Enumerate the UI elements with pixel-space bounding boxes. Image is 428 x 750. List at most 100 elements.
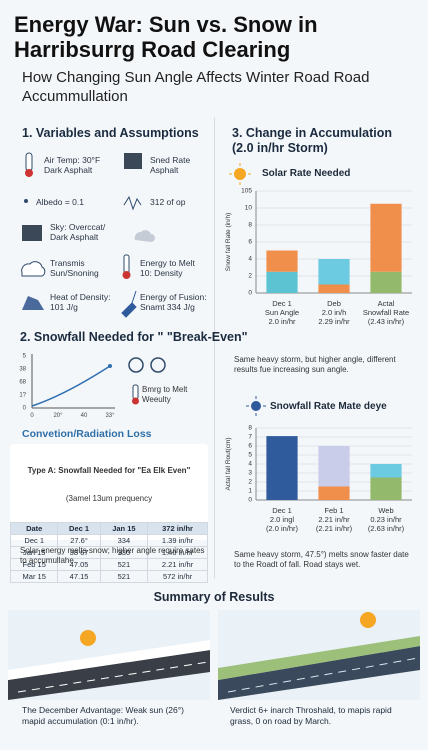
variable: Albedo = 0.1 [36,197,84,207]
y-tick-label: 68 [19,380,26,386]
x-tick-label: Web 0.23 in/hr (2.63 in/hr) [367,506,405,533]
y-tick-label: 2 [248,273,252,280]
bar-segment [370,203,402,272]
chart-svg: Actal fall Rout(cm) 0 1 2 3 4 5 6 7 8 [225,425,412,504]
section-title: 3. Change in Accumulation (2.0 in/hr Sto… [232,126,392,155]
bar-segment [266,250,298,272]
y-tick-label: 6 [248,443,252,450]
bar-segment [370,271,402,293]
table-subtitle: (3amel 13um prequency [65,494,153,503]
cell: 334 [99,534,149,547]
note: Solar energy melts snow; higher angle re… [20,546,205,565]
mini-chart: 5 38 68 1? 00 20° 40 33° [19,354,115,419]
bar-segment [318,284,350,293]
bar-segment [370,477,402,500]
note: Same heavy storm, 47.5°) melts snow fast… [234,550,409,569]
variable: Energy to Melt 10: Density [140,258,195,278]
bar-segment [318,486,350,500]
chart-title: Snowfall Rate Mate deye [270,401,387,412]
y-tick-label: 1? [19,393,26,399]
y-tick-label: 6 [248,239,252,246]
y-tick-label: 4 [248,256,252,263]
y-tick-label: 105 [241,188,252,195]
table-header: Date Dec 1 Jan 15 372 in/hr [9,522,208,535]
bar-segment [266,436,298,500]
chart: Snow fall Rate (in/h) 0 2 4 6 8 10 105 Dec 1 Sun… [222,185,418,343]
summary-title: Summary of Results [153,590,275,604]
table-card: Type A: Snowfall Needed for "Ea Elk Even… [9,444,208,583]
x-tick-label: Feb 1 2.21 in/hr (2.21 in/hr) [315,506,353,533]
subtitle: How Changing Sun Angle Affects Winter Ro… [22,69,370,105]
cell: Mar 15 [9,570,59,583]
header-cell: 372 in/hr [147,522,208,535]
x-tick-label: 0 [30,413,34,419]
y-axis-label: Snow fall Rate (in/h) [225,213,232,272]
cell: 1.39 in/hr [147,534,208,547]
table-row: Mar 15 47.15 521 572 in/hr [9,570,208,583]
section-title: 1. Variables and Assumptions [22,126,199,140]
y-tick-label: 0 [248,497,252,504]
x-tick-label: 20° [53,413,63,419]
sun-icon [246,396,266,416]
icon-label: Bmrg to Melt Weeulty [142,385,188,404]
y-tick-label: 8 [248,425,252,432]
divider [214,118,215,578]
y-tick-label: 4 [248,461,252,468]
y-axis-label: Actal fall Rout(cm) [225,437,232,490]
section-title: 2. Snowfall Needed for " "Break-Even" [20,330,248,344]
chart-title: Solar Rate Needed [262,168,351,179]
table-title: Type A: Snowfall Needed for "Ea Elk Even… [27,466,191,475]
y-tick-label: 0 [248,290,252,297]
variable: 312 of op [150,197,186,207]
header-cell: Date [9,522,59,535]
y-tick-label: 8 [248,222,252,229]
cell: 47.15 [57,570,101,583]
variable: Energy of Fusion: Snamt 334 J/g [140,292,207,312]
variable: Sned Rate Asphalt [150,155,191,175]
x-tick-label: Dec 1 2.0 ingl (2.0 in/hr) [265,506,299,533]
bar-segment [318,259,350,285]
cell: 27.6° [57,534,101,547]
x-tick-label: 40 [81,413,88,419]
header-cell: Jan 15 [99,522,149,535]
y-tick-label: 5 [248,452,252,459]
table: Date Dec 1 Jan 15 372 in/hr Dec 1 27.6° 334 1.3… [9,522,208,583]
variable: Sky: Overccat/ Dark Asphalt [50,222,106,242]
loss-title: Convetion/Radiation Loss [22,428,152,440]
y-tick-label: 2 [248,479,252,486]
y-tick-label: 10 [245,205,253,212]
y-tick-label: 5 [23,354,27,360]
cell: 521 [99,570,149,583]
y-tick-label: 1 [248,488,252,495]
table-row: Jan 15 38 67 330 1.40 in/hr [9,546,208,559]
cell: Dec 1 [9,534,59,547]
bar-segment [318,446,350,487]
summary-illustrations [8,610,420,700]
y-tick-label: 0 [23,406,27,412]
y-tick-label: 38 [19,367,26,373]
y-tick-label: 7 [248,434,252,441]
title: Energy War: Sun vs. Snow in Harribsurrg … [14,12,318,62]
variable: Heat of Density: 101 J/g [50,292,111,312]
cell: 572 in/hr [147,570,208,583]
note: Same heavy storm, but higher angle, diff… [234,355,396,374]
summary-left: The December Advantage: Weak sun (26°) m… [22,705,184,726]
x-tick-label: 33° [105,413,115,419]
variable: Air Temp: 30°F Dark Asphalt [44,155,101,175]
chart: Actal fall Rout(cm) 0 1 2 3 4 5 6 7 8 Dec 1 2.0 in… [222,422,418,544]
chart-svg: Snow fall Rate (in/h) 0 2 4 6 8 10 105 [225,188,412,297]
x-tick-label: Deb 2.0 in/h 2.29 in/hr [318,299,350,326]
variable-icons [21,152,155,318]
y-tick-label: 3 [248,470,252,477]
sun-icon [229,163,251,185]
x-tick-label: Actal Snowfall Rate (2.43 in/hr) [362,299,410,326]
header-cell: Dec 1 [57,522,101,535]
bar-segment [370,464,402,478]
variable: Transmis Sun/Snoning [50,258,99,278]
melt-icons [128,357,166,405]
x-tick-label: Dec 1 Sun Angle 2.0 in/hr [264,299,300,326]
table-row: Dec 1 27.6° 334 1.39 in/hr [9,534,208,547]
summary-right: Verdict 6+ inarch Throshald, to mapis ra… [230,705,392,726]
bar-segment [266,271,298,293]
